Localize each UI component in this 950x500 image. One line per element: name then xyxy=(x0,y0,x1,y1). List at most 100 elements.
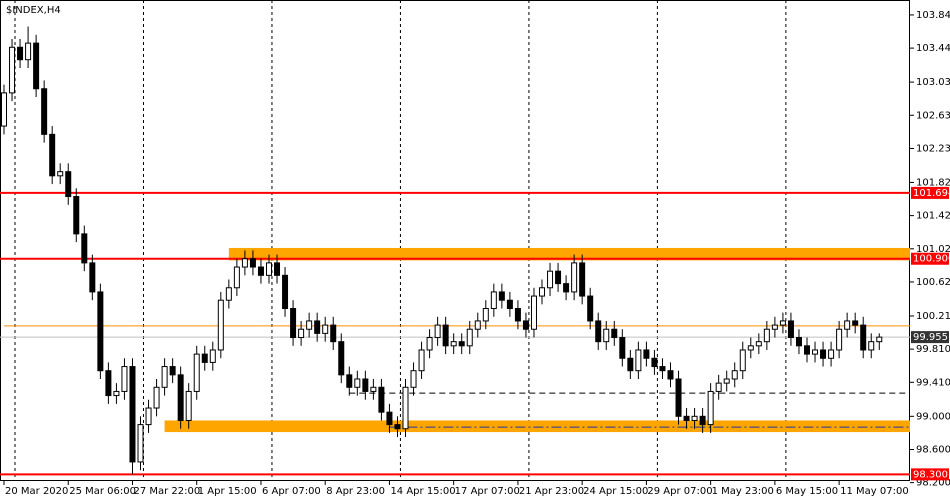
candle-body xyxy=(338,341,345,376)
candle-body xyxy=(402,386,409,430)
candle-body xyxy=(249,258,256,268)
candle-body xyxy=(49,133,56,177)
candle-body xyxy=(354,378,361,388)
y-tick-label: 98.200 xyxy=(916,478,950,489)
candle-body xyxy=(394,424,401,430)
candle-body xyxy=(691,415,698,421)
candle-body xyxy=(635,349,642,372)
y-tick-label: 102.630 xyxy=(916,110,950,121)
candle-body xyxy=(346,374,353,388)
candle-body xyxy=(755,341,762,347)
candle-body xyxy=(836,328,843,351)
candle-body xyxy=(362,378,369,392)
candle-body xyxy=(137,424,144,463)
candle-body xyxy=(33,42,40,90)
candle-body xyxy=(595,320,602,343)
candle-body xyxy=(466,328,473,347)
y-tick-label: 98.600 xyxy=(916,444,950,455)
candle-body xyxy=(442,324,449,347)
candle-body xyxy=(723,378,730,384)
x-tick-label: 1 May 23:00 xyxy=(712,486,774,497)
candle-body xyxy=(217,299,224,351)
candle-body xyxy=(73,196,80,235)
y-tick-label: 101.420 xyxy=(916,211,950,222)
candle-body xyxy=(659,366,666,372)
candle-body xyxy=(627,357,634,372)
candle-body xyxy=(169,366,176,376)
candle-body xyxy=(265,262,272,276)
candle-body xyxy=(707,390,714,426)
x-tick-label: 6 May 15:00 xyxy=(776,486,838,497)
candle-body xyxy=(579,262,586,297)
candle-body xyxy=(314,320,321,334)
candle-body xyxy=(530,295,537,330)
candle-body xyxy=(603,328,610,343)
candle-body xyxy=(121,366,128,392)
candle-body xyxy=(225,287,232,301)
candle-body xyxy=(161,366,168,388)
y-tick-label: 99.410 xyxy=(916,377,950,388)
candle-body xyxy=(241,258,248,268)
candle-body xyxy=(482,308,489,322)
candle-body xyxy=(378,386,385,413)
candle-body xyxy=(105,370,112,397)
candle-body xyxy=(555,270,562,285)
candle-body xyxy=(410,370,417,388)
level-label: 98.300 xyxy=(913,469,948,480)
candle-body xyxy=(498,291,505,301)
candle-body xyxy=(699,415,706,426)
candle-body xyxy=(9,46,16,94)
candle-body xyxy=(426,337,433,351)
candle-body xyxy=(1,92,7,127)
candle-body xyxy=(418,349,425,372)
candle-body xyxy=(153,386,160,409)
candle-body xyxy=(771,324,778,330)
x-tick-label: 21 Apr 23:00 xyxy=(519,486,584,497)
candle-body xyxy=(514,308,521,322)
candle-body xyxy=(812,349,819,355)
candle-body xyxy=(795,337,802,347)
candle-body xyxy=(386,411,393,426)
zone xyxy=(164,420,911,433)
candle-body xyxy=(257,266,264,276)
candle-body xyxy=(25,42,32,61)
candle-body xyxy=(868,341,875,351)
candle-body xyxy=(57,171,64,177)
candle-body xyxy=(330,324,337,343)
candle-body xyxy=(667,370,674,380)
x-tick-label: 17 Apr 07:00 xyxy=(455,486,520,497)
candle-body xyxy=(113,390,120,397)
x-tick-label: 20 Mar 2020 xyxy=(5,486,68,497)
candle-body xyxy=(450,341,457,347)
candle-body xyxy=(97,291,104,372)
candle-body xyxy=(683,415,690,421)
candle-body xyxy=(193,353,200,392)
candle-body xyxy=(522,320,529,330)
candle-body xyxy=(370,386,377,392)
x-tick-label: 1 Apr 15:00 xyxy=(198,486,257,497)
candle-body xyxy=(89,262,96,293)
x-tick-label: 25 Mar 06:00 xyxy=(69,486,136,497)
y-tick-label: 101.020 xyxy=(916,244,950,255)
candle-body xyxy=(434,324,441,339)
candle-body xyxy=(876,336,883,343)
y-tick-label: 103.030 xyxy=(916,77,950,88)
y-tick-label: 99.000 xyxy=(916,411,950,422)
candle-body xyxy=(490,291,497,310)
candle-body xyxy=(563,283,570,293)
candle-body xyxy=(611,328,618,339)
y-tick-label: 99.810 xyxy=(916,344,950,355)
level-label: 101.694 xyxy=(913,188,950,199)
candle-body xyxy=(298,328,305,339)
candle-body xyxy=(779,320,786,326)
candle-body xyxy=(763,328,770,343)
candle-body xyxy=(860,324,867,351)
plot-frame xyxy=(0,0,910,481)
candle-body xyxy=(820,349,827,359)
level-label-bg xyxy=(911,331,949,344)
candle-body xyxy=(129,366,136,463)
candle-body xyxy=(643,349,650,359)
x-tick-label: 11 May 07:00 xyxy=(840,486,909,497)
candle-body xyxy=(209,349,216,363)
x-tick-label: 14 Apr 15:00 xyxy=(390,486,455,497)
